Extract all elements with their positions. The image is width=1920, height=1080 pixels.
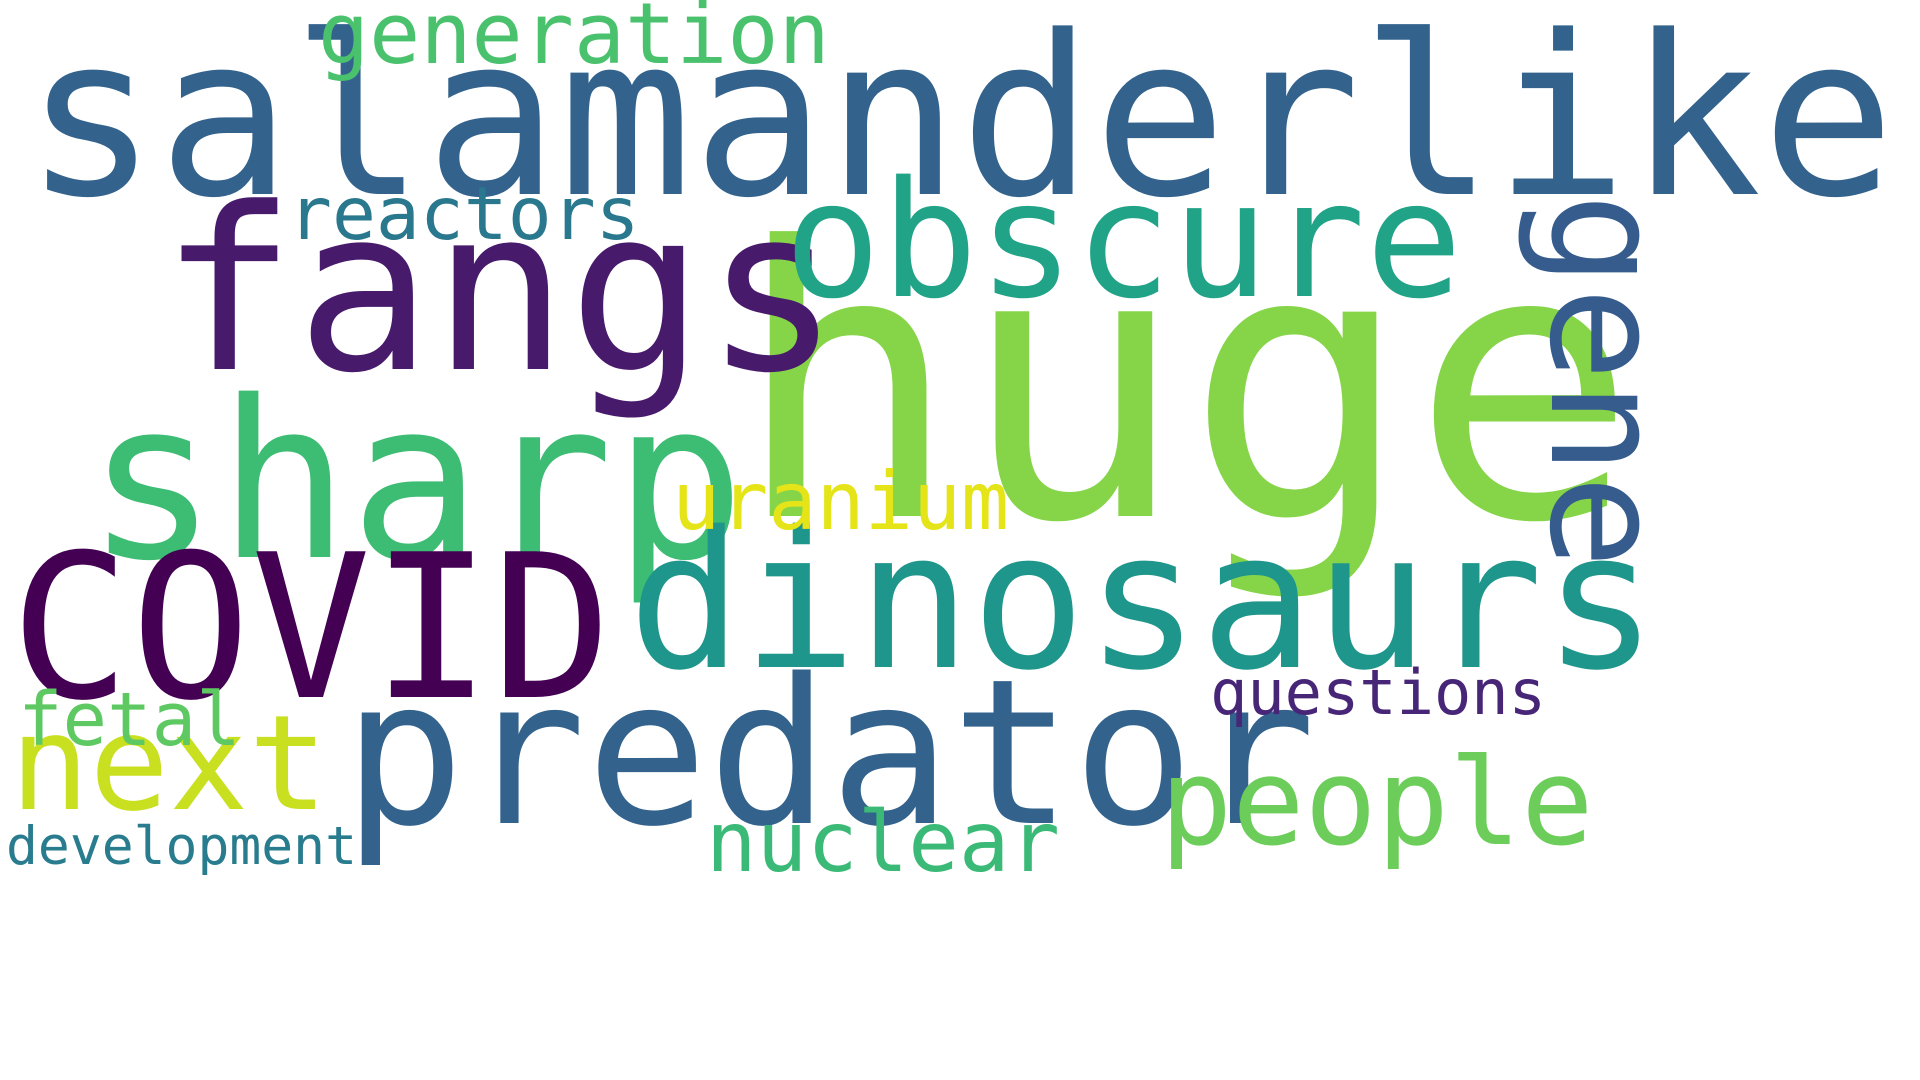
word-fangs: fangs	[160, 160, 841, 423]
word-nuclear: nuclear	[706, 793, 1061, 891]
word-huge: huge	[734, 169, 1638, 605]
word-predator: predator	[343, 635, 1316, 871]
word-generation: generation	[318, 0, 830, 84]
word-gene: gene	[1515, 193, 1697, 569]
word-covid: COVID	[10, 512, 613, 745]
word-reactors: reactors	[288, 172, 640, 257]
word-people: people	[1160, 734, 1594, 873]
word-uranium: uranium	[672, 455, 1010, 548]
word-development: development	[6, 816, 357, 877]
word-questions: questions	[1210, 656, 1546, 729]
word-salamanderlike: salamanderlike	[24, 0, 1896, 247]
word-obscure: obscure	[784, 147, 1463, 334]
word-next: next	[10, 687, 328, 841]
word-sharp: sharp	[86, 354, 746, 609]
word-dinosaurs: dinosaurs	[628, 491, 1658, 712]
word-fetal: fetal	[18, 677, 241, 763]
